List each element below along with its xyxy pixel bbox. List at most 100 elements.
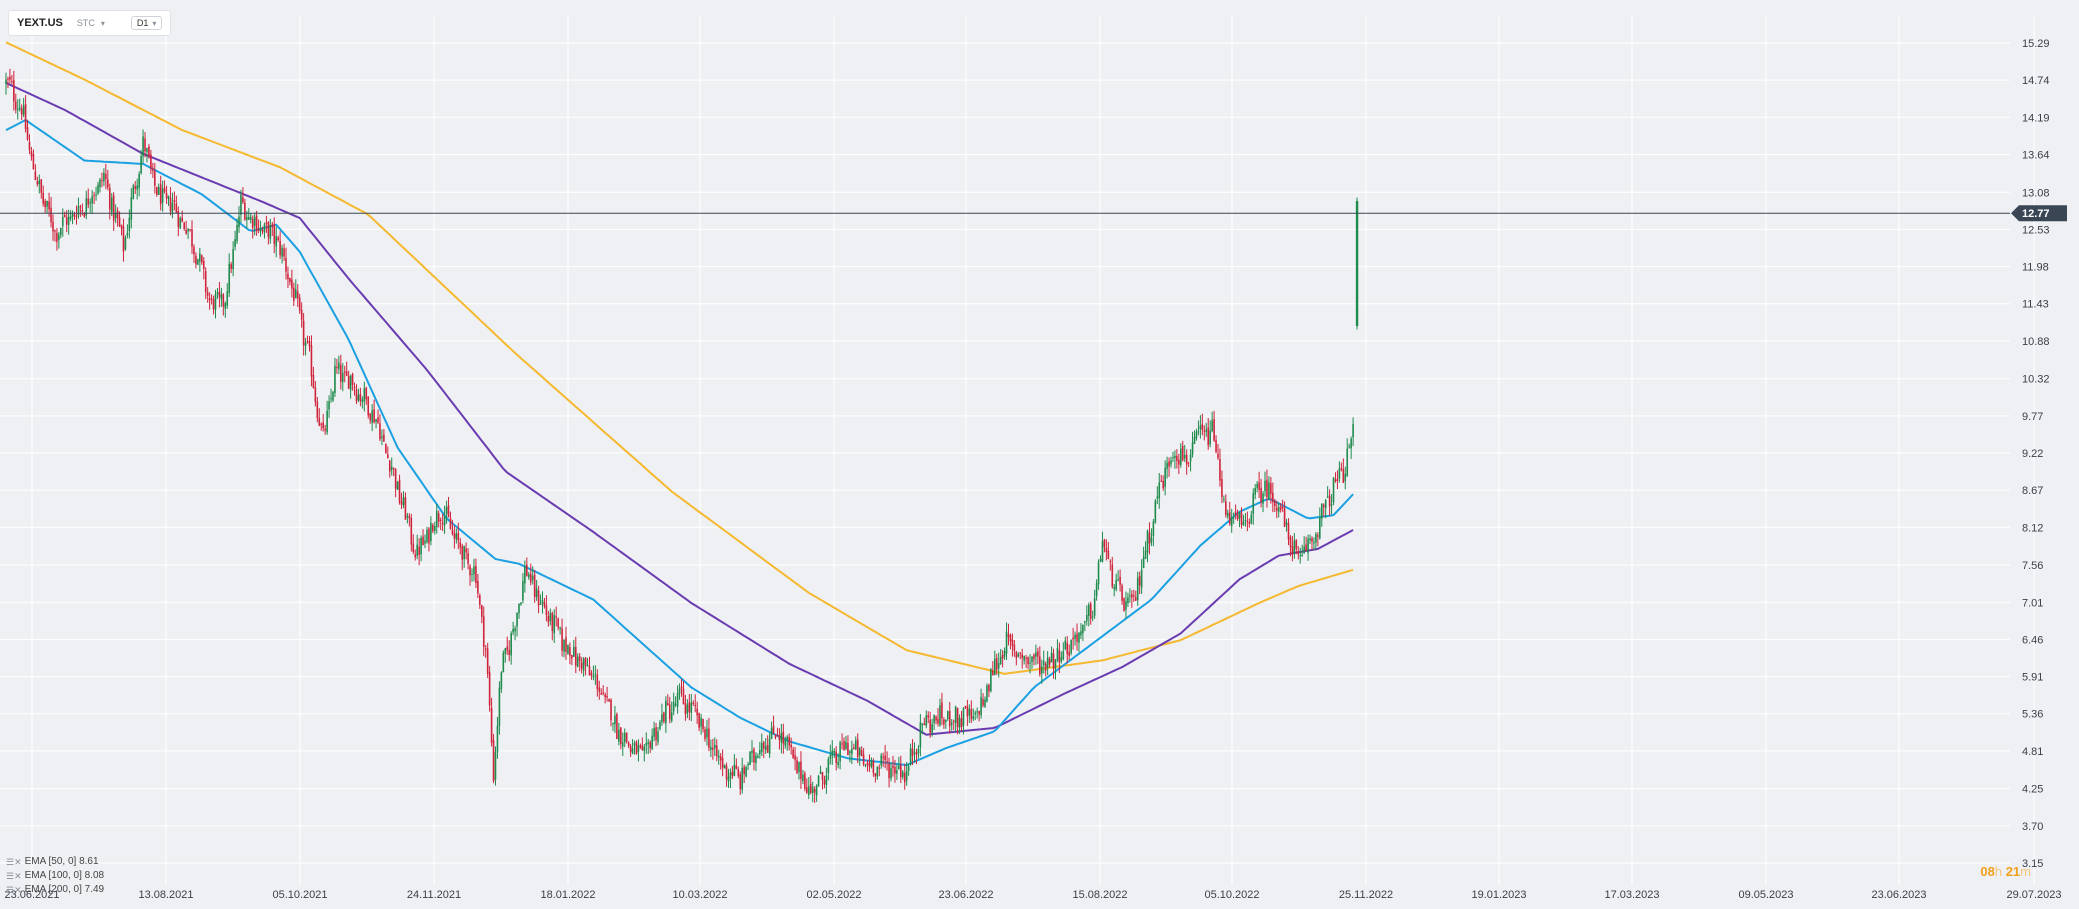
settings-icon[interactable]: ☰✕ [6, 871, 22, 881]
candle-up [637, 745, 640, 752]
candle-up [653, 728, 655, 737]
candle-down [1289, 537, 1292, 548]
candle-down [428, 528, 430, 544]
candle-down [708, 728, 710, 748]
current-price-line: 12.77 [0, 205, 2067, 222]
candle-down [32, 153, 35, 170]
grid [0, 15, 2035, 885]
candles [5, 68, 1359, 803]
candle-up [381, 436, 383, 438]
symbol-toolbar[interactable]: YEXT.US STC ▾ D1 ▾ [8, 10, 172, 36]
candle-down [1025, 657, 1027, 659]
candle-down [960, 718, 963, 728]
candle-down [684, 703, 687, 715]
candle-down [1215, 440, 1217, 452]
candle-down [410, 518, 413, 545]
chevron-down-icon[interactable]: ▾ [100, 18, 105, 28]
candle-up [770, 727, 773, 740]
timeframe-select[interactable]: D1 ▾ [130, 16, 163, 30]
candle-down [492, 740, 495, 782]
candle-down [878, 767, 881, 769]
candle-up [375, 419, 377, 422]
candle-up [1086, 614, 1088, 621]
candle-up [416, 544, 418, 556]
candle-up [870, 760, 873, 767]
candle-up [226, 291, 229, 306]
candle-down [152, 168, 154, 171]
candle-down [251, 218, 254, 228]
candle-down [1328, 495, 1331, 507]
candle-up [332, 391, 334, 401]
candle-up [1309, 538, 1311, 541]
legend-ema100[interactable]: ☰✕ EMA [100, 0] 8.08 [6, 869, 104, 883]
candle-down [762, 742, 765, 749]
candle-up [246, 217, 248, 220]
y-tick-label: 14.19 [2022, 112, 2050, 124]
candle-up [825, 775, 828, 785]
candle-down [120, 224, 123, 229]
candle-up [807, 786, 810, 796]
candle-down [469, 566, 471, 576]
candle-up [1078, 632, 1080, 643]
settings-icon[interactable]: ☰✕ [6, 885, 22, 895]
candle-down [480, 605, 483, 617]
symbol-label[interactable]: YEXT.US [17, 17, 63, 29]
candle-down [148, 146, 150, 157]
candle-down [9, 76, 11, 80]
candle-up [494, 752, 497, 780]
settings-icon[interactable]: ☰✕ [6, 857, 22, 867]
candle-down [484, 648, 487, 650]
candle-down [255, 215, 258, 231]
candle-up [1062, 651, 1065, 659]
candle-up [1183, 454, 1186, 459]
candle-down [655, 727, 657, 740]
candle-up [426, 529, 428, 542]
candle-up [304, 342, 307, 346]
candle-up [1242, 521, 1245, 525]
candle-down [1311, 538, 1313, 542]
candle-down [782, 731, 785, 744]
candle-up [831, 750, 834, 756]
candle-down [1058, 650, 1061, 663]
candle-down [208, 298, 211, 301]
candle-down [1001, 654, 1004, 659]
legend-ema200[interactable]: ☰✕ EMA [200, 0] 7.49 [6, 883, 104, 897]
candle-down [698, 713, 700, 728]
candle-down [56, 232, 58, 242]
candle-down [1076, 633, 1078, 642]
candle-down [911, 748, 914, 756]
candle-up [919, 722, 922, 748]
candle-down [948, 711, 951, 727]
candle-down [242, 197, 244, 203]
y-tick-label: 10.88 [2022, 336, 2050, 348]
candle-down [1181, 445, 1184, 461]
candle-down [600, 693, 603, 695]
candle-down [620, 727, 622, 745]
legend-ema50[interactable]: ☰✕ EMA [50, 0] 8.61 [6, 855, 104, 869]
candle-down [385, 443, 387, 453]
candle-down [377, 417, 379, 423]
market-label[interactable]: STC [76, 18, 95, 28]
candle-up [968, 708, 971, 716]
timer-minutes: 21 [2005, 864, 2021, 879]
candle-up [1152, 521, 1155, 536]
candle-up [1254, 487, 1257, 495]
candle-up [535, 588, 538, 597]
candle-up [1197, 431, 1200, 433]
candle-down [34, 171, 37, 181]
candle-up [58, 234, 60, 240]
candle-up [46, 200, 48, 207]
candle-down [569, 647, 571, 656]
candle-down [1248, 522, 1251, 524]
candle-down [526, 564, 528, 576]
candle-up [363, 388, 366, 402]
candle-down [866, 762, 869, 765]
candle-down [457, 533, 460, 541]
candle-up [430, 522, 432, 541]
x-tick-label: 10.03.2022 [672, 889, 727, 901]
candle-down [283, 248, 285, 257]
candle-up [124, 237, 127, 250]
candle-down [1007, 634, 1010, 637]
candle-down [298, 297, 301, 311]
